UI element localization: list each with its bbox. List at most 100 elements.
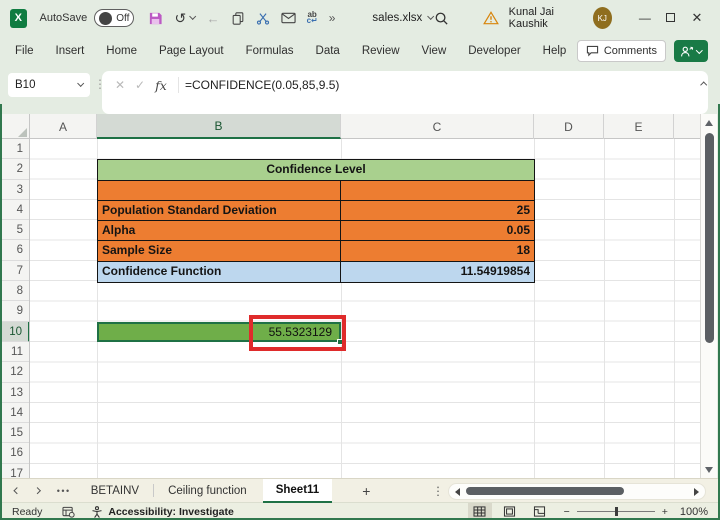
find-replace-icon[interactable]: ab c↵ bbox=[307, 10, 318, 25]
row-header-6[interactable]: 6 bbox=[0, 240, 29, 261]
tab-page-layout[interactable]: Page Layout bbox=[158, 45, 224, 57]
excel-logo-icon[interactable]: X bbox=[10, 8, 27, 28]
comments-button[interactable]: Comments bbox=[576, 40, 666, 62]
column-header-e[interactable]: E bbox=[604, 114, 674, 139]
column-header-d[interactable]: D bbox=[534, 114, 604, 139]
table-cell-label[interactable]: Confidence Function bbox=[98, 261, 341, 283]
row-header-10[interactable]: 10 bbox=[0, 321, 29, 342]
table-cell-value[interactable] bbox=[341, 181, 534, 200]
cell-B10[interactable]: 55.5323129 bbox=[97, 321, 341, 342]
table-cell-value[interactable]: 11.54919854 bbox=[460, 263, 530, 278]
scroll-up-icon[interactable] bbox=[705, 120, 713, 126]
vertical-scrollbar[interactable] bbox=[700, 114, 717, 478]
tab-review[interactable]: Review bbox=[361, 45, 400, 57]
scroll-right-icon[interactable] bbox=[694, 488, 699, 496]
accessibility-status[interactable]: Accessibility: Investigate bbox=[108, 505, 234, 518]
horizontal-scroll-thumb[interactable] bbox=[466, 487, 624, 495]
row-header-15[interactable]: 15 bbox=[0, 423, 29, 444]
user-name[interactable]: Kunal Jai Kaushik bbox=[508, 6, 554, 30]
tab-data[interactable]: Data bbox=[315, 45, 340, 57]
table-cell-value[interactable]: 0.05 bbox=[506, 223, 530, 238]
sheet-tab-sheet11[interactable]: Sheet11 bbox=[262, 478, 333, 503]
zoom-slider[interactable] bbox=[576, 507, 655, 516]
cancel-icon[interactable]: ✕ bbox=[114, 78, 126, 92]
zoom-slider-handle[interactable] bbox=[614, 507, 619, 516]
page-layout-view-button[interactable] bbox=[498, 503, 522, 520]
vertical-scroll-thumb[interactable] bbox=[704, 133, 714, 343]
email-icon[interactable] bbox=[280, 12, 296, 24]
sheet-tab-betainv[interactable]: BETAINV bbox=[90, 484, 140, 497]
undo-button[interactable]: ↺ bbox=[174, 10, 197, 27]
enter-icon[interactable]: ✓ bbox=[134, 78, 146, 92]
zoom-level[interactable]: 100% bbox=[679, 505, 708, 518]
table-cell-value[interactable]: 25 bbox=[516, 202, 530, 217]
sheet-next-icon[interactable] bbox=[34, 486, 42, 495]
tab-home[interactable]: Home bbox=[106, 45, 137, 57]
zoom-in-icon[interactable]: + bbox=[661, 505, 668, 518]
row-header-1[interactable]: 1 bbox=[0, 139, 29, 160]
accessibility-icon[interactable] bbox=[91, 505, 103, 518]
row-header-13[interactable]: 13 bbox=[0, 383, 29, 403]
row-header-7[interactable]: 7 bbox=[0, 261, 29, 282]
sheet-prev-icon[interactable] bbox=[12, 486, 21, 495]
row-header-14[interactable]: 14 bbox=[0, 403, 29, 424]
row-header-4[interactable]: 4 bbox=[0, 200, 29, 221]
formula-text[interactable]: =CONFIDENCE(0.05,85,9.5) bbox=[185, 78, 340, 92]
table-cell-label[interactable]: Sample Size bbox=[98, 241, 341, 261]
share-button[interactable] bbox=[674, 40, 708, 62]
zoom-out-icon[interactable]: − bbox=[563, 505, 570, 518]
close-button[interactable]: ✕ bbox=[691, 10, 703, 25]
maximize-button[interactable] bbox=[658, 11, 684, 25]
row-header-16[interactable]: 16 bbox=[0, 443, 29, 464]
table-cell-value[interactable]: 18 bbox=[516, 243, 530, 258]
name-box-dropdown-icon[interactable] bbox=[76, 80, 85, 88]
row-header-5[interactable]: 5 bbox=[0, 220, 29, 241]
avatar[interactable]: KJ bbox=[592, 7, 612, 29]
formula-input[interactable]: ✕ ✓ fx =CONFIDENCE(0.05,85,9.5) bbox=[102, 71, 708, 99]
row-header-8[interactable]: 8 bbox=[0, 281, 29, 302]
save-icon[interactable] bbox=[148, 11, 163, 26]
row-header-11[interactable]: 11 bbox=[0, 342, 29, 363]
table-cell-label[interactable] bbox=[98, 180, 341, 200]
file-name-menu[interactable]: sales.xlsx bbox=[372, 12, 435, 24]
autosave-label: AutoSave bbox=[39, 12, 88, 24]
scroll-down-icon[interactable] bbox=[705, 467, 713, 473]
row-header-12[interactable]: 12 bbox=[0, 362, 29, 383]
column-header-b[interactable]: B bbox=[97, 114, 341, 139]
minimize-button[interactable]: — bbox=[638, 11, 651, 25]
search-icon[interactable] bbox=[434, 11, 449, 26]
tab-developer[interactable]: Developer bbox=[468, 45, 521, 57]
more-commands-icon[interactable]: » bbox=[328, 11, 336, 25]
scroll-left-icon[interactable] bbox=[455, 488, 460, 496]
normal-view-button[interactable] bbox=[467, 503, 492, 520]
autosave-toggle[interactable]: Off bbox=[94, 9, 135, 27]
macro-record-icon[interactable] bbox=[62, 506, 75, 518]
name-box[interactable]: B10 bbox=[8, 73, 90, 97]
new-sheet-icon[interactable]: + bbox=[362, 482, 371, 499]
sheet-tab-ceiling-function[interactable]: Ceiling function bbox=[168, 484, 247, 497]
tab-file[interactable]: File bbox=[15, 45, 34, 57]
row-header-3[interactable]: 3 bbox=[0, 180, 29, 200]
insert-function-icon[interactable]: fx bbox=[155, 77, 167, 93]
table-cell-label[interactable]: Population Standard Deviation bbox=[98, 200, 341, 221]
tab-formulas[interactable]: Formulas bbox=[245, 45, 294, 57]
column-header-a[interactable]: A bbox=[30, 114, 97, 139]
select-all-corner[interactable] bbox=[0, 114, 30, 139]
table-cell-label[interactable]: Alpha bbox=[98, 221, 341, 241]
tab-help[interactable]: Help bbox=[542, 45, 567, 57]
tab-view[interactable]: View bbox=[421, 45, 447, 57]
column-header-c[interactable]: C bbox=[341, 114, 534, 139]
horizontal-scrollbar[interactable] bbox=[448, 482, 706, 500]
row-header-17[interactable]: 17 bbox=[0, 464, 29, 478]
table-title-cell[interactable]: Confidence Level bbox=[98, 160, 534, 181]
copy-icon[interactable] bbox=[231, 11, 245, 26]
table-row-confidence: Confidence Function 11.54919854 bbox=[98, 261, 534, 283]
undo-dropdown-icon[interactable] bbox=[189, 13, 197, 21]
row-header-2[interactable]: 2 bbox=[0, 159, 29, 180]
sheet-options-icon[interactable]: ⋮ bbox=[432, 485, 444, 498]
cut-icon[interactable] bbox=[256, 11, 270, 25]
row-header-9[interactable]: 9 bbox=[0, 301, 29, 322]
sheet-more-icon[interactable]: ••• bbox=[56, 485, 71, 496]
tab-insert[interactable]: Insert bbox=[55, 45, 85, 57]
page-break-view-button[interactable] bbox=[528, 503, 552, 520]
